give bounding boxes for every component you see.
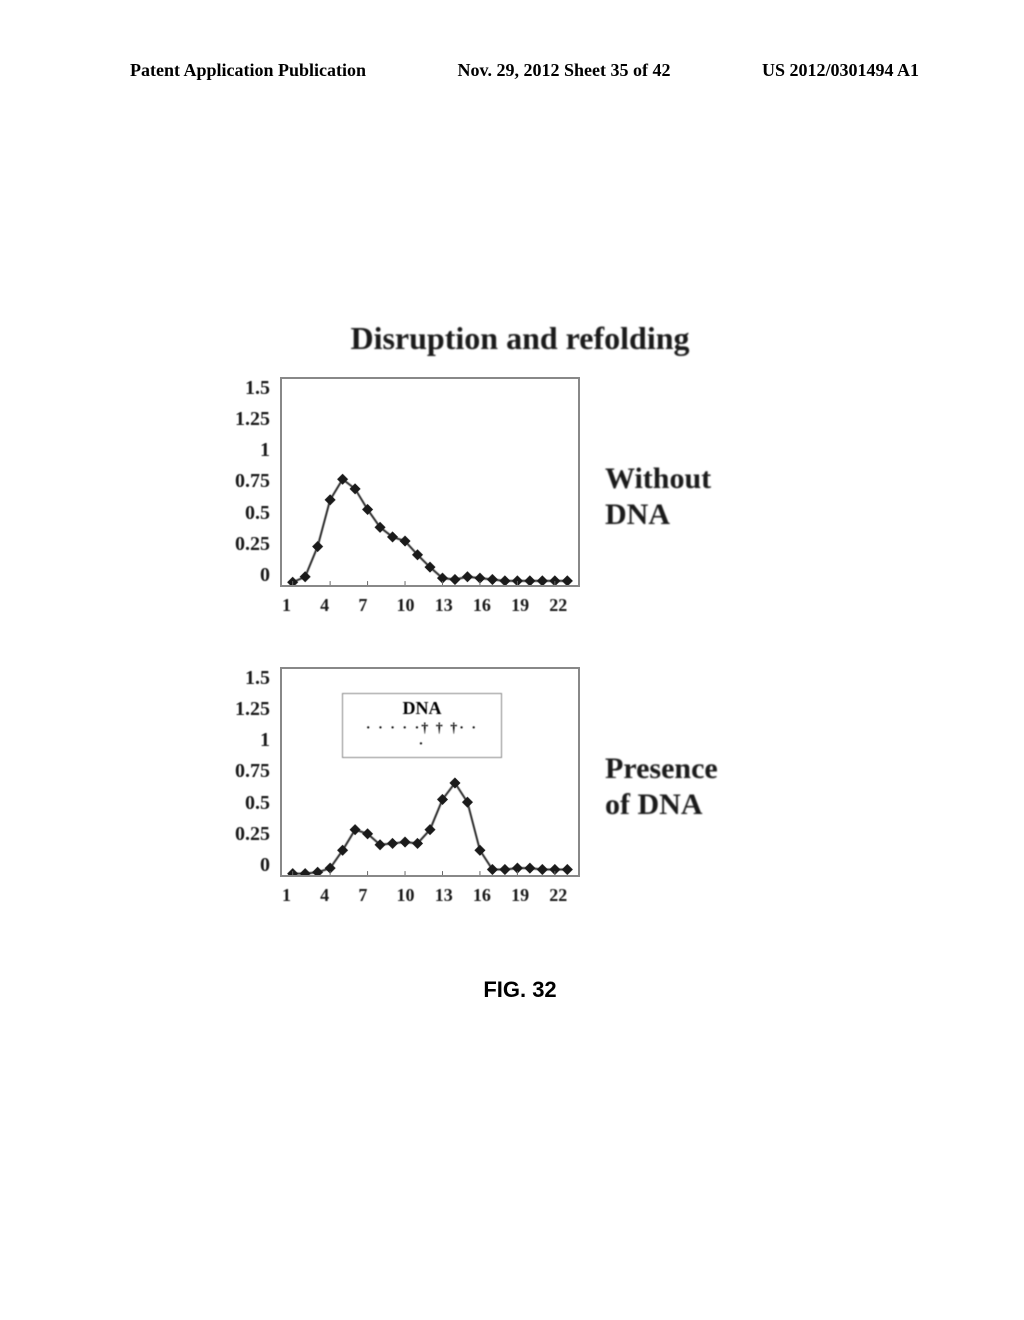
x-tick-label: 22 [549,885,567,906]
y-tick-label: 1 [260,439,270,462]
figure-content: Disruption and refolding 1.5 1.25 1 0.75 0.5… [210,320,830,1003]
y-tick-label: 1.5 [245,667,270,690]
y-tick-label: 1 [260,729,270,752]
x-tick-label: 4 [320,885,329,906]
header-left: Patent Application Publication [130,60,366,81]
dna-box-title: DNA [363,698,481,719]
y-tick-label: 0.5 [245,792,270,815]
y-tick-label: 0.25 [235,823,270,846]
x-tick-label: 19 [511,885,529,906]
x-tick-label: 10 [397,595,415,616]
chart-2-plot: DNA · · · · ·† † †· · · [280,667,580,877]
chart-1: 1.5 1.25 1 0.75 0.5 0.25 0 1 4 7 10 13 16 19 22 [210,367,590,627]
x-tick-label: 13 [435,885,453,906]
chart-1-y-axis: 1.5 1.25 1 0.75 0.5 0.25 0 [210,377,270,587]
chart-row-1: 1.5 1.25 1 0.75 0.5 0.25 0 1 4 7 10 13 16 19 22 Witho… [210,367,830,627]
chart-main-title: Disruption and refolding [210,320,830,357]
y-tick-label: 0.75 [235,470,270,493]
y-tick-label: 0.5 [245,502,270,525]
x-tick-label: 7 [358,595,367,616]
y-tick-label: 1.5 [245,377,270,400]
chart-2-side-label: Presenceof DNA [605,751,718,823]
y-tick-label: 0.25 [235,533,270,556]
chart-row-2: 1.5 1.25 1 0.75 0.5 0.25 0 DNA · · · · ·† † †·… [210,657,830,917]
x-tick-label: 22 [549,595,567,616]
y-tick-label: 1.25 [235,698,270,721]
header-right: US 2012/0301494 A1 [762,60,919,81]
figure-caption: FIG. 32 [210,977,830,1003]
y-tick-label: 0 [260,564,270,587]
x-tick-label: 4 [320,595,329,616]
header-center: Nov. 29, 2012 Sheet 35 of 42 [458,60,671,81]
x-tick-label: 7 [358,885,367,906]
y-tick-label: 0.75 [235,760,270,783]
x-tick-label: 10 [397,885,415,906]
chart-2-y-axis: 1.5 1.25 1 0.75 0.5 0.25 0 [210,667,270,877]
chart-1-svg [282,379,578,585]
chart-1-side-label: WithoutDNA [605,461,711,533]
x-tick-label: 16 [473,885,491,906]
page-header: Patent Application Publication Nov. 29, … [0,60,1024,81]
y-tick-label: 1.25 [235,408,270,431]
x-tick-label: 1 [282,595,291,616]
x-tick-label: 13 [435,595,453,616]
x-tick-label: 19 [511,595,529,616]
dna-legend-box: DNA · · · · ·† † †· · · [342,693,502,758]
y-tick-label: 0 [260,854,270,877]
x-tick-label: 1 [282,885,291,906]
x-tick-label: 16 [473,595,491,616]
chart-1-plot [280,377,580,587]
dna-box-dots: · · · · ·† † †· · · [363,721,481,753]
chart-2: 1.5 1.25 1 0.75 0.5 0.25 0 DNA · · · · ·† † †·… [210,657,590,917]
